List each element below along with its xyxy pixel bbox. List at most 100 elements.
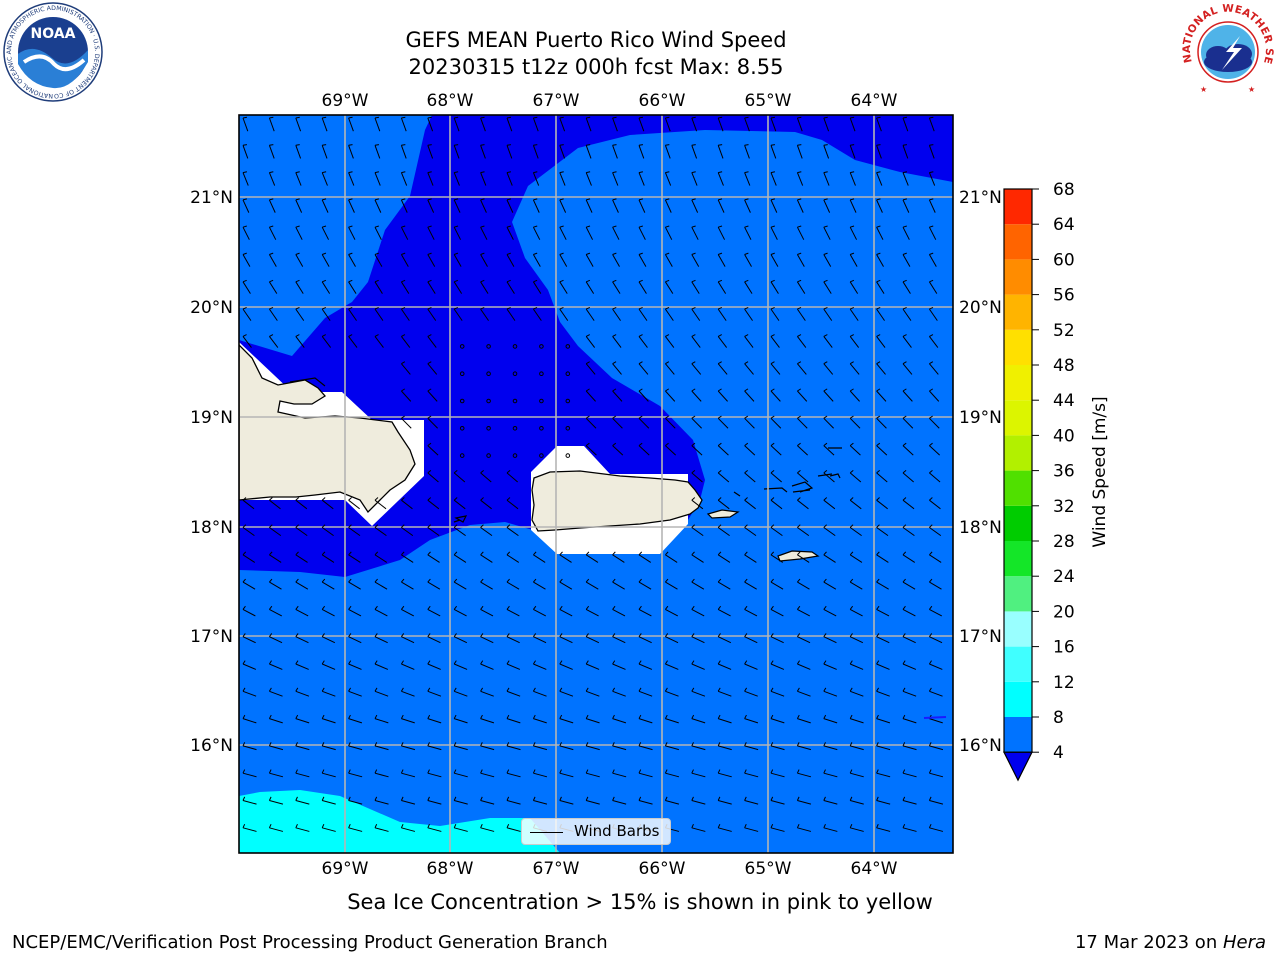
lat-label-left: 18°N: [190, 518, 233, 538]
colorbar-segment: [1004, 470, 1032, 506]
wind-barb-flag: [691, 144, 696, 146]
wind-barb: [242, 745, 257, 751]
wind-barb-flag: [612, 578, 616, 583]
wind-barb: [295, 499, 308, 510]
wind-barb-flag: [348, 171, 353, 174]
wind-barb-flag: [849, 388, 854, 392]
wind-barb-flag: [717, 796, 721, 801]
wind-barb-flag: [559, 252, 564, 255]
wind-barb: [454, 718, 468, 724]
wind-barb-flag: [269, 252, 274, 255]
wind-barb: [849, 445, 861, 456]
wind-barb-flag: [665, 198, 670, 201]
wind-barb: [374, 172, 381, 186]
wind-barb: [321, 636, 336, 644]
wind-barb: [902, 363, 913, 375]
wind-barb-flag: [665, 551, 669, 556]
wind-barb-flag: [797, 442, 801, 446]
wind-barb: [269, 800, 284, 805]
wind-barb-flag: [612, 742, 615, 747]
wind-barb: [902, 226, 910, 240]
wind-barb-flag: [665, 144, 670, 146]
wind-barb-flag: [585, 415, 590, 419]
wind-barb-flag: [929, 252, 934, 255]
wind-barb: [876, 472, 888, 483]
wind-barb-flag: [902, 823, 906, 829]
wind-barb-flag: [533, 279, 538, 283]
wind-barb-flag: [348, 742, 351, 747]
wind-barb: [269, 772, 284, 778]
wind-barb: [823, 636, 837, 644]
wind-barb: [823, 390, 834, 402]
wind-barb: [612, 581, 625, 590]
wind-barb: [321, 199, 329, 213]
wind-barb-flag: [321, 524, 326, 528]
wind-barb-flag: [929, 198, 934, 201]
wind-barb: [744, 363, 754, 375]
wind-barb-flag: [744, 823, 747, 829]
wind-barb: [242, 772, 257, 778]
colorbar-tick-label: 8: [1053, 708, 1064, 728]
wind-barb-flag: [929, 225, 934, 228]
wind-barb: [717, 581, 731, 590]
wind-barb-flag: [321, 742, 325, 747]
wind-barb: [427, 636, 441, 644]
wind-barb: [533, 608, 547, 617]
wind-barb: [664, 145, 671, 159]
wind-barb-flag: [533, 551, 537, 556]
colorbar-segment: [1004, 717, 1032, 753]
wind-barb-flag: [295, 171, 300, 174]
wind-barb-flag: [797, 116, 802, 119]
wind-barb-flag: [586, 225, 591, 228]
wind-barb: [849, 226, 858, 240]
wind-barb: [797, 608, 811, 617]
wind-barb: [823, 718, 838, 724]
wind-barb: [744, 254, 752, 267]
wind-barb-flag: [532, 742, 536, 747]
wind-barb: [691, 718, 706, 724]
wind-barb: [532, 226, 541, 240]
wind-barb: [295, 254, 304, 267]
wind-barb: [374, 772, 389, 778]
wind-barb: [585, 308, 595, 321]
wind-barb-flag: [876, 660, 880, 665]
lon-label-top: 68°W: [427, 91, 474, 111]
wind-barb: [374, 499, 387, 510]
lat-label-right: 20°N: [959, 298, 1002, 318]
wind-barb: [876, 417, 887, 429]
wind-barb: [744, 117, 750, 132]
wind-barb-flag: [269, 497, 273, 501]
wind-barb-flag: [295, 742, 298, 747]
wind-barb-flag: [427, 578, 431, 583]
calm-wind-circle: [512, 453, 518, 458]
wind-barb-flag: [770, 796, 774, 801]
wind-barb: [269, 718, 283, 724]
wind-barb-flag: [454, 116, 459, 119]
svg-text:★: ★: [1248, 85, 1255, 94]
wind-barb: [770, 336, 780, 348]
wind-barb: [902, 527, 915, 537]
wind-barb-flag: [691, 769, 694, 774]
wind-barb: [929, 472, 941, 483]
wind-barb-flag: [427, 361, 432, 365]
wind-barb-flag: [242, 198, 247, 201]
wind-barb-flag: [849, 578, 854, 583]
wind-barb-flag: [902, 442, 907, 446]
wind-barb-flag: [902, 306, 907, 310]
wind-barb: [796, 199, 804, 213]
latitude-labels-left: 21°N 20°N 19°N 18°N 17°N 16°N: [190, 188, 233, 756]
wind-barb: [480, 226, 488, 240]
wind-barb-flag: [717, 578, 722, 583]
wind-barb: [533, 690, 547, 697]
wind-barb: [928, 172, 936, 186]
wind-barb-flag: [665, 415, 669, 419]
wind-barb-flag: [533, 225, 538, 228]
wind-barb-flag: [321, 334, 326, 337]
wind-barb-flag: [348, 687, 352, 692]
wind-barb-flag: [242, 551, 247, 556]
wind-barbs: [242, 116, 944, 832]
wind-barb-flag: [427, 714, 431, 719]
wind-barb: [664, 117, 671, 132]
wind-barb-flag: [665, 116, 670, 119]
wind-barb-flag: [717, 605, 722, 610]
